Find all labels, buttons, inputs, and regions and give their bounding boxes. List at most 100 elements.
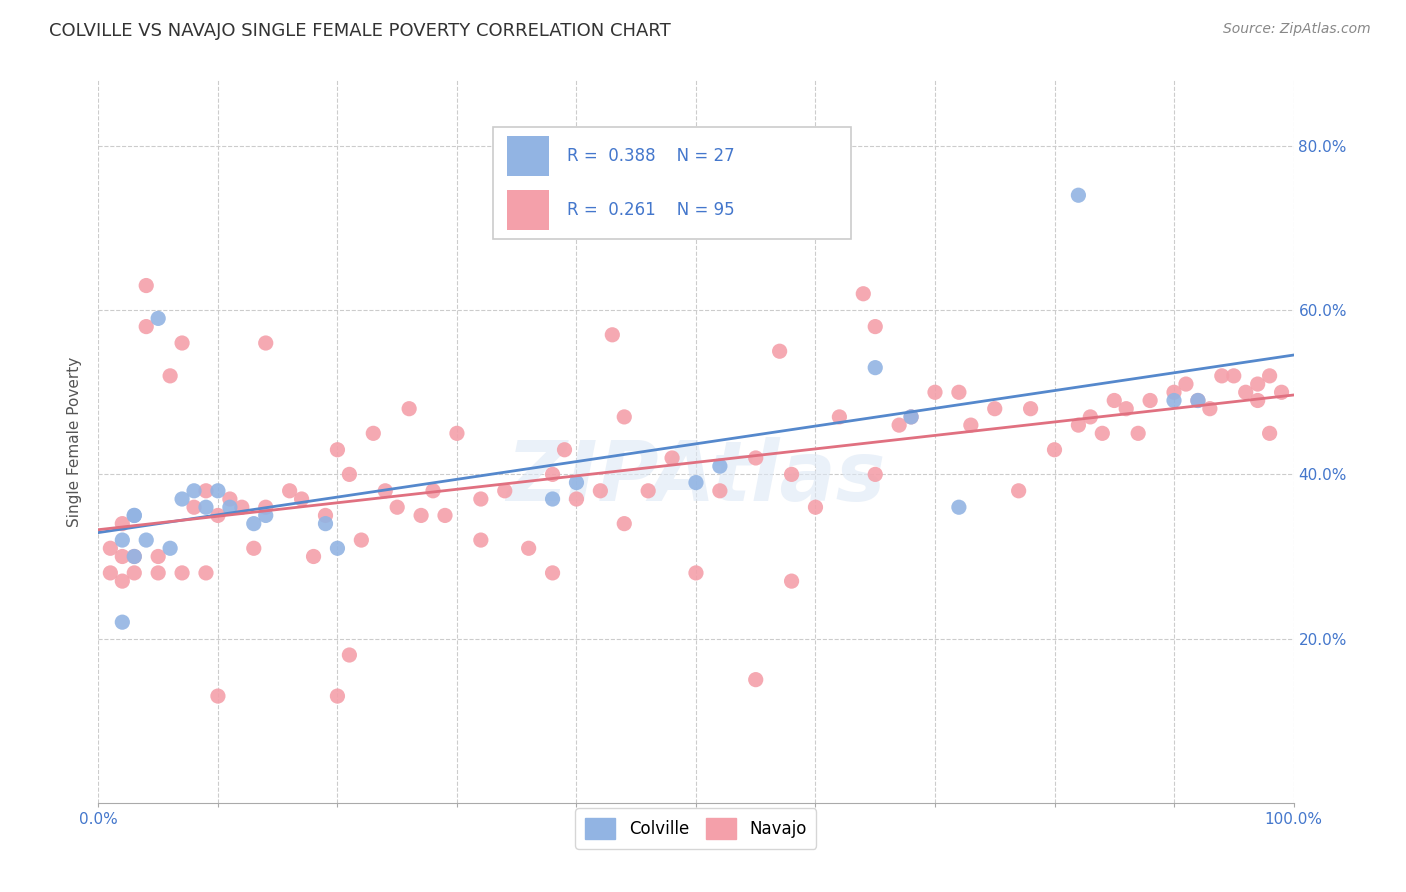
Point — [195, 483, 218, 498]
Point — [148, 549, 170, 564]
Point — [434, 508, 457, 523]
Point — [828, 409, 851, 424]
Point — [254, 508, 277, 523]
Point — [111, 533, 134, 547]
Point — [685, 475, 707, 490]
Point — [1091, 426, 1114, 441]
Point — [613, 409, 636, 424]
Point — [135, 319, 157, 334]
Point — [124, 566, 146, 580]
Point — [661, 450, 683, 465]
Point — [243, 541, 266, 556]
Point — [1163, 393, 1185, 408]
Point — [1043, 442, 1066, 457]
Point — [1247, 393, 1270, 408]
Text: COLVILLE VS NAVAJO SINGLE FEMALE POVERTY CORRELATION CHART: COLVILLE VS NAVAJO SINGLE FEMALE POVERTY… — [49, 22, 671, 40]
Point — [889, 418, 911, 433]
Bar — [508, 190, 548, 230]
Point — [1234, 385, 1257, 400]
Point — [1067, 418, 1090, 433]
Point — [219, 500, 242, 515]
Point — [315, 508, 337, 523]
Point — [98, 566, 122, 580]
Point — [207, 508, 229, 523]
Point — [148, 311, 170, 326]
Point — [924, 385, 946, 400]
Point — [984, 401, 1007, 416]
Point — [231, 500, 253, 515]
FancyBboxPatch shape — [494, 128, 852, 239]
Point — [111, 574, 134, 588]
Point — [339, 467, 361, 482]
Point — [398, 401, 420, 416]
Point — [243, 516, 266, 531]
Point — [219, 491, 242, 506]
Point — [195, 500, 218, 515]
Point — [541, 467, 564, 482]
Point — [315, 516, 337, 531]
Point — [124, 549, 146, 564]
Point — [183, 483, 205, 498]
Point — [1199, 401, 1222, 416]
Point — [111, 549, 134, 564]
Point — [1019, 401, 1042, 416]
Point — [135, 533, 157, 547]
Text: R =  0.388    N = 27: R = 0.388 N = 27 — [567, 147, 734, 165]
Point — [541, 566, 564, 580]
Point — [852, 286, 875, 301]
Point — [195, 566, 218, 580]
Point — [709, 459, 731, 474]
Text: Source: ZipAtlas.com: Source: ZipAtlas.com — [1223, 22, 1371, 37]
Point — [1080, 409, 1102, 424]
Point — [517, 541, 540, 556]
Point — [291, 491, 314, 506]
Text: R =  0.261    N = 95: R = 0.261 N = 95 — [567, 201, 734, 219]
Point — [111, 615, 134, 630]
Point — [1067, 188, 1090, 202]
Point — [254, 336, 277, 351]
Point — [124, 508, 146, 523]
Legend: Colville, Navajo: Colville, Navajo — [575, 808, 817, 848]
Point — [363, 426, 385, 441]
Point — [865, 467, 887, 482]
Point — [541, 491, 564, 506]
Point — [172, 491, 194, 506]
Text: ZIPAtlas: ZIPAtlas — [506, 437, 886, 518]
Point — [135, 278, 157, 293]
Point — [411, 508, 433, 523]
Point — [148, 566, 170, 580]
Point — [207, 483, 229, 498]
Point — [900, 409, 922, 424]
Point — [470, 491, 492, 506]
Point — [1115, 401, 1137, 416]
Point — [326, 689, 349, 703]
Point — [948, 385, 970, 400]
Point — [172, 336, 194, 351]
Point — [446, 426, 468, 441]
Point — [1258, 426, 1281, 441]
Point — [470, 533, 492, 547]
Point — [804, 500, 827, 515]
Point — [494, 483, 516, 498]
Bar — [508, 136, 548, 177]
Point — [960, 418, 983, 433]
Point — [900, 409, 922, 424]
Point — [350, 533, 373, 547]
Point — [745, 450, 768, 465]
Point — [709, 483, 731, 498]
Point — [637, 483, 659, 498]
Point — [254, 500, 277, 515]
Point — [385, 500, 409, 515]
Point — [1223, 368, 1246, 383]
Point — [1104, 393, 1126, 408]
Point — [565, 475, 588, 490]
Point — [1163, 385, 1185, 400]
Point — [768, 344, 790, 359]
Point — [339, 648, 361, 662]
Point — [865, 319, 887, 334]
Point — [207, 689, 229, 703]
Point — [865, 360, 887, 375]
Point — [1128, 426, 1150, 441]
Point — [685, 566, 707, 580]
Point — [172, 566, 194, 580]
